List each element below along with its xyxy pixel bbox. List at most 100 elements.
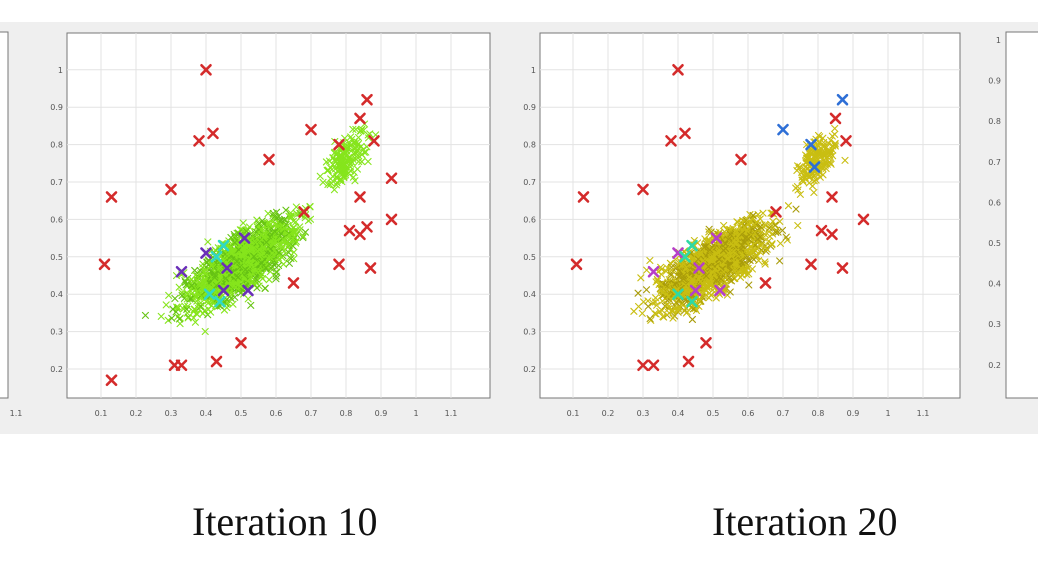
- cloud-point-stroke: [758, 241, 766, 249]
- series-3: [203, 239, 230, 308]
- y-tick-label: 0.3: [523, 328, 536, 337]
- cloud-point-stroke: [349, 173, 357, 181]
- cloud-point-stroke: [324, 180, 332, 189]
- cloud-point-stroke: [244, 277, 252, 285]
- cloud-point-stroke: [759, 209, 767, 217]
- x-tick-label: 0.9: [375, 409, 388, 418]
- cloud-point-stroke: [227, 233, 235, 242]
- data-point-stroke: [210, 251, 223, 263]
- cloud-point-stroke: [360, 148, 368, 156]
- series-1: [98, 64, 398, 387]
- cloud-point-stroke: [324, 166, 332, 174]
- cloud-point-stroke: [245, 223, 254, 231]
- cloud-point-stroke: [247, 279, 255, 287]
- y-tick-label: 0.4: [523, 290, 536, 299]
- cloud-point-stroke: [287, 212, 295, 220]
- scatter-panel-1: 0.1 0.2 0.3 0.4 0.5 0.6 0.7 0.8 0.9 1 1.10.20.30.4…: [50, 32, 491, 418]
- data-point-stroke: [305, 123, 317, 136]
- cloud-point-stroke: [208, 260, 216, 268]
- cloud-point-stroke: [257, 251, 265, 259]
- cloud-point-stroke: [301, 228, 309, 236]
- y-tick-label: 0.2: [523, 365, 536, 374]
- cloud-point-stroke: [247, 260, 255, 268]
- cloud-point-stroke: [207, 308, 215, 316]
- cloud-point-stroke: [644, 297, 652, 305]
- cloud-point-stroke: [168, 314, 176, 322]
- data-point-stroke: [105, 191, 118, 203]
- cloud-point-stroke: [695, 302, 703, 310]
- cloud-point-stroke: [784, 202, 793, 210]
- cloud-point-stroke: [745, 281, 753, 289]
- cloud-point-stroke: [299, 232, 307, 240]
- x-tick-label: 0.7: [777, 409, 790, 418]
- cloud-point-stroke: [346, 159, 354, 168]
- cloud-point-stroke: [281, 215, 289, 223]
- cloud-point-stroke: [199, 279, 207, 287]
- data-point-stroke: [165, 183, 177, 196]
- cloud-point-stroke: [270, 213, 278, 221]
- cloud-point-stroke: [228, 249, 236, 257]
- y-tick-label: 0.8: [50, 141, 63, 150]
- cloud-point-stroke: [254, 247, 262, 255]
- cloud-point-stroke: [247, 301, 255, 309]
- cloud-point-stroke: [268, 249, 276, 257]
- data-point-stroke: [361, 93, 373, 106]
- cloud-point-stroke: [306, 215, 315, 223]
- cloud-point-stroke: [227, 248, 235, 256]
- cloud-point-stroke: [265, 276, 273, 284]
- cloud-point-stroke: [750, 255, 758, 264]
- cloud-point-stroke: [635, 302, 643, 311]
- data-point-stroke: [210, 355, 223, 368]
- cloud-point-stroke: [349, 125, 357, 133]
- cloud-point-stroke: [292, 209, 300, 217]
- cloud-point-stroke: [335, 167, 343, 176]
- cloud-point-stroke: [180, 305, 188, 313]
- cloud-point-stroke: [720, 221, 728, 230]
- cloud-point-stroke: [292, 237, 300, 245]
- cloud-point-stroke: [162, 301, 170, 309]
- data-point-stroke: [287, 277, 300, 289]
- cloud-point-stroke: [181, 278, 189, 286]
- cloud-point-stroke: [262, 264, 270, 272]
- cloud-point-stroke: [240, 227, 248, 235]
- y-tick-label: 0.2: [50, 365, 63, 374]
- cloud-point-stroke: [196, 290, 204, 298]
- left-neighbour-plot-area: [0, 31, 9, 399]
- x-tick-label: 0.2: [130, 409, 143, 418]
- cloud-point-stroke: [244, 295, 252, 303]
- cloud-point-stroke: [332, 181, 341, 189]
- right-neighbour-y-tick-label: 0.4: [988, 280, 1001, 289]
- cloud-point-stroke: [200, 292, 208, 300]
- cloud-point-stroke: [279, 260, 288, 268]
- cloud-point-stroke: [335, 152, 343, 160]
- cloud-point-stroke: [257, 259, 266, 267]
- cloud-point-stroke: [184, 290, 192, 298]
- cloud-point-stroke: [233, 257, 241, 266]
- cloud-point-stroke: [262, 231, 270, 239]
- x-tick-label: 0.9: [847, 409, 860, 418]
- cloud-point-stroke: [356, 127, 364, 135]
- data-point-stroke: [333, 258, 345, 271]
- cloud-point-stroke: [164, 316, 172, 324]
- x-tick-label: 0.8: [812, 409, 825, 418]
- x-tick-label: 0.4: [672, 409, 685, 418]
- cloud-point-stroke: [652, 278, 660, 286]
- cloud-point-stroke: [333, 156, 341, 164]
- cloud-point-stroke: [348, 135, 356, 143]
- cloud-point-stroke: [211, 273, 219, 282]
- data-point-stroke: [98, 258, 111, 271]
- cloud-point-stroke: [287, 254, 295, 263]
- cloud-point-stroke: [746, 210, 754, 219]
- cloud-point-stroke: [190, 308, 198, 316]
- cloud-point-stroke: [193, 297, 201, 305]
- cloud-point-stroke: [171, 294, 179, 303]
- cloud-point-stroke: [743, 270, 751, 279]
- cloud-point-stroke: [283, 238, 291, 246]
- data-point-stroke: [193, 135, 205, 147]
- cloud-point-stroke: [165, 291, 173, 299]
- cloud-point-stroke: [350, 139, 358, 147]
- cloud-point-stroke: [733, 218, 741, 226]
- series-2: [175, 232, 254, 297]
- cloud-point-stroke: [234, 229, 242, 237]
